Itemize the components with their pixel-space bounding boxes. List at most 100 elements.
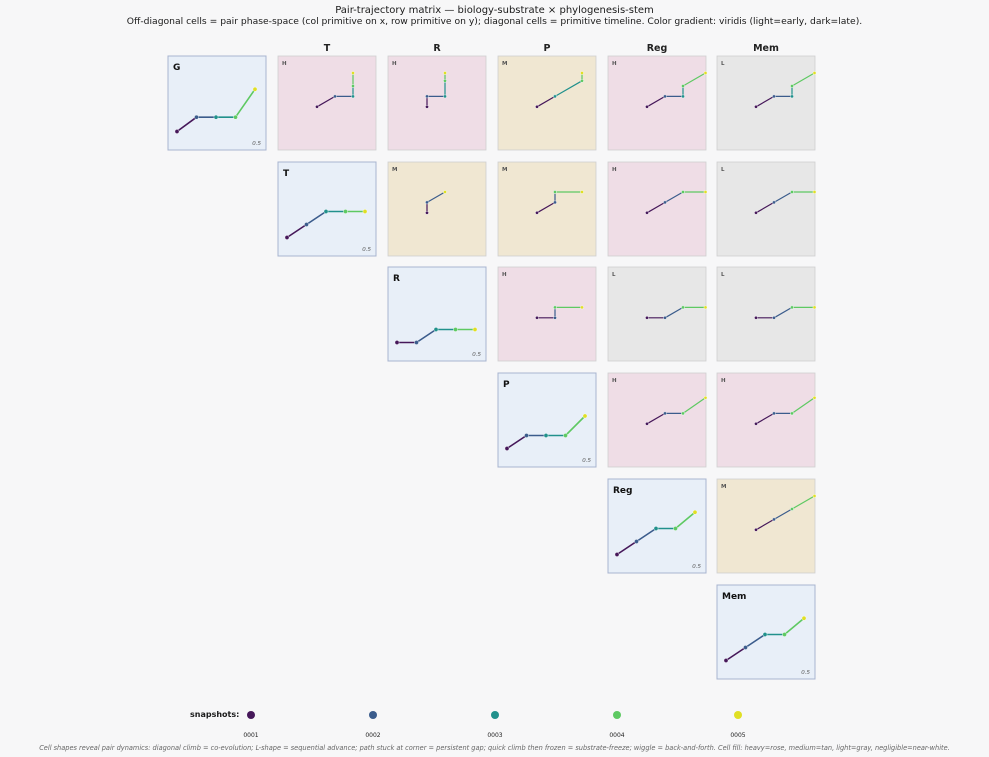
- diagonal-label: T: [283, 169, 290, 179]
- trajectory-segment: [536, 201, 556, 214]
- weight-label: H: [392, 61, 397, 67]
- trajectory-segment: [646, 412, 666, 425]
- legend-dot: [734, 711, 742, 719]
- pair-cell-t-mem: L: [716, 161, 817, 257]
- snapshot-point: [790, 190, 794, 194]
- matrix-grid: G 0.5 T 0.5 R 0.5 P 0.5 Reg 0.5 Mem 0.5 H H M H L M M H L H L L…: [167, 55, 817, 680]
- cell-background: [716, 55, 816, 151]
- snapshot-point: [553, 200, 557, 205]
- snapshot-point: [443, 94, 447, 99]
- snapshot-point: [703, 395, 708, 400]
- trajectory-segment: [755, 201, 775, 214]
- trajectory-segment: [506, 434, 528, 450]
- pair-cell-g-t: H: [277, 55, 377, 151]
- snapshot-point: [351, 71, 355, 75]
- snapshot-point: [772, 411, 776, 416]
- snapshot-point: [563, 433, 568, 438]
- snapshot-point: [194, 114, 199, 120]
- snapshot-point: [663, 411, 667, 416]
- snapshot-point: [453, 327, 458, 332]
- legend-text: 0004: [609, 732, 625, 739]
- snapshot-point: [580, 190, 584, 194]
- cell-background: [607, 372, 707, 468]
- pair-cell-r-mem: L: [716, 266, 817, 362]
- trajectory-segment: [773, 191, 793, 203]
- pair-cell-g-r: H: [387, 55, 487, 151]
- trajectory-segment: [783, 617, 805, 636]
- snapshot-point: [754, 528, 758, 532]
- snapshot-point: [681, 190, 685, 194]
- pair-cell-p-reg: H: [607, 372, 708, 468]
- snapshot-point: [580, 71, 584, 75]
- snapshot-point: [703, 190, 708, 194]
- cell-background: [167, 55, 267, 151]
- snapshot-point: [174, 129, 180, 134]
- diagonal-cell-p: P 0.5: [497, 372, 597, 468]
- cell-background: [716, 478, 816, 574]
- trajectory-segment: [773, 306, 793, 319]
- pair-cell-p-mem: H: [716, 372, 817, 468]
- trajectory-segment: [755, 95, 775, 108]
- diagonal-label: G: [173, 63, 180, 73]
- weight-label: L: [721, 167, 725, 173]
- snapshot-point: [553, 94, 557, 99]
- snapshot-point: [663, 200, 667, 205]
- trajectory-segment: [755, 412, 775, 425]
- footnote: Cell shapes reveal pair dynamics: diagon…: [39, 744, 950, 752]
- diagonal-label: R: [393, 274, 400, 284]
- pair-cell-reg-mem: M: [716, 478, 817, 574]
- cell-background: [607, 55, 707, 151]
- snapshot-point: [504, 446, 510, 451]
- scale-label: 0.5: [472, 352, 481, 358]
- cell-background: [716, 161, 816, 257]
- trajectory-segment: [725, 646, 747, 662]
- weight-label: H: [721, 378, 726, 384]
- snapshot-point: [535, 210, 539, 215]
- weight-label: M: [721, 484, 726, 490]
- snapshot-point: [252, 86, 258, 92]
- snapshot-point: [645, 105, 649, 109]
- legend-text: 0003: [487, 732, 503, 739]
- snapshot-point: [812, 305, 817, 310]
- chart-title: Pair-trajectory matrix — biology-substra…: [335, 5, 654, 16]
- trajectory-segment: [791, 72, 816, 87]
- weight-label: H: [612, 378, 617, 384]
- snapshot-point: [703, 71, 708, 75]
- snapshot-point: [543, 433, 549, 438]
- snapshot-point: [472, 327, 478, 332]
- pair-cell-t-p: M: [497, 161, 597, 257]
- trajectory-segment: [316, 95, 336, 108]
- trajectory-segment: [791, 495, 816, 510]
- trajectory-segment: [286, 223, 308, 239]
- trajectory-segment: [426, 191, 446, 203]
- snapshot-point: [425, 105, 429, 109]
- trajectory-segment: [635, 527, 657, 543]
- snapshot-point: [663, 94, 667, 99]
- column-header-t: T: [323, 43, 331, 54]
- cell-background: [387, 161, 487, 257]
- trajectory-segment: [664, 191, 684, 203]
- snapshot-point: [812, 71, 817, 75]
- snapshot-point: [681, 305, 685, 310]
- snapshot-point: [772, 517, 776, 522]
- snapshot-point: [743, 645, 748, 650]
- scale-label: 0.5: [692, 564, 701, 570]
- column-header-r: R: [433, 43, 441, 54]
- cell-background: [607, 478, 707, 574]
- trajectory-segment: [773, 508, 793, 521]
- snapshot-point: [433, 327, 439, 332]
- trajectory-segment: [646, 201, 666, 214]
- cell-background: [277, 161, 377, 257]
- snapshot-point: [663, 315, 667, 320]
- snapshot-point: [443, 71, 447, 75]
- snapshot-point: [754, 210, 758, 215]
- legend-text: 0005: [730, 732, 746, 739]
- snapshot-point: [762, 632, 768, 637]
- chart-subtitle: Off-diagonal cells = pair phase-space (c…: [126, 16, 863, 27]
- weight-label: H: [282, 61, 287, 67]
- trajectory-segment: [415, 328, 437, 344]
- legend-dot: [369, 711, 377, 719]
- trajectory-segment: [791, 397, 816, 414]
- snapshot-point: [634, 539, 639, 544]
- snapshot-point: [535, 105, 539, 109]
